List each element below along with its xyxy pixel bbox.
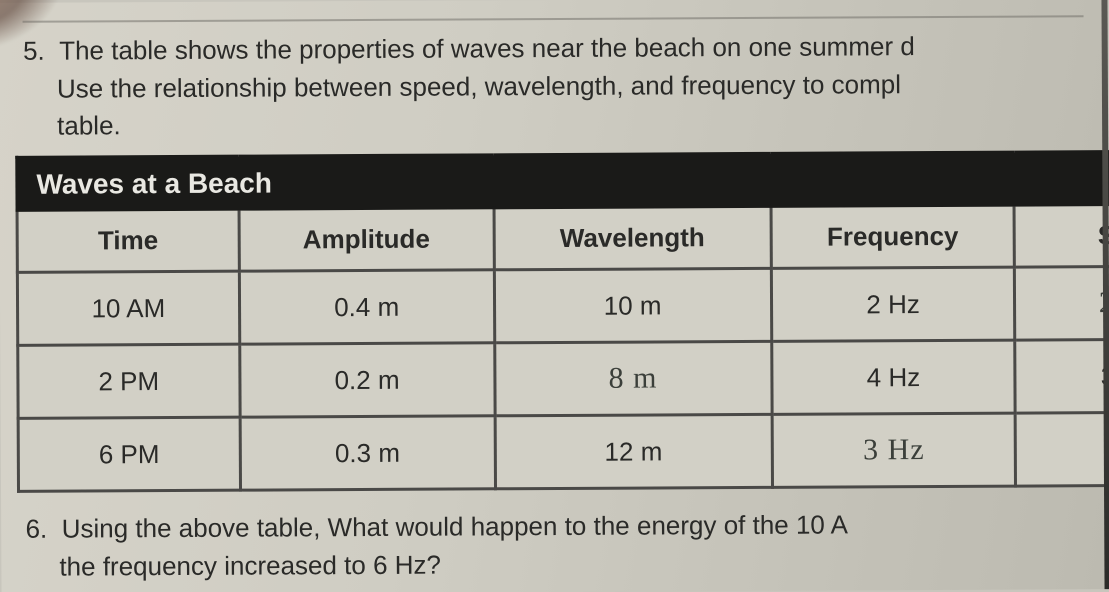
cell-time: 2 PM [18, 344, 240, 418]
question-5-line3: table. [55, 103, 1084, 146]
cell-wavelength: 8 m [494, 341, 771, 415]
col-wavelength: Wavelength [494, 206, 771, 269]
question-5: 5. The table shows the properties of wav… [0, 27, 1108, 146]
cell-frequency: 4 Hz [771, 340, 1015, 414]
waves-table-wrap: Waves at a Beach Time Amplitude Waveleng… [15, 150, 1109, 493]
cell-time: 6 PM [18, 417, 240, 491]
worksheet-page: 5. The table shows the properties of wav… [0, 0, 1109, 592]
table-column-row: Time Amplitude Wavelength Frequency Sp [17, 204, 1109, 272]
col-frequency: Frequency [771, 205, 1015, 268]
table-title-row: Waves at a Beach [17, 151, 1109, 210]
col-speed: Sp [1014, 204, 1109, 267]
cell-speed: 32 [1015, 339, 1109, 413]
cell-frequency-text: 4 Hz [867, 362, 921, 392]
table-row: 6 PM 0.3 m 12 m 3 Hz 3 [18, 412, 1109, 491]
table-row: 2 PM 0.2 m 8 m 4 Hz 32 [18, 339, 1109, 418]
cell-wavelength: 12 m [495, 414, 772, 488]
question-5-line1: The table shows the properties of waves … [59, 31, 915, 65]
question-6-line1: Using the above table, What would happen… [62, 510, 848, 544]
cell-wavelength: 10 m [494, 268, 771, 342]
cell-wavelength-text: 8 m [609, 362, 658, 395]
page-right-edge [1101, 0, 1109, 589]
cell-speed: 3 [1016, 412, 1109, 486]
cell-time: 10 AM [17, 271, 239, 345]
top-rule-line [23, 15, 1084, 23]
cell-speed: 20 [1015, 266, 1109, 340]
table-title: Waves at a Beach [17, 151, 1109, 210]
cell-wavelength-text: 10 m [604, 290, 662, 320]
question-6-number: 6. [17, 514, 57, 545]
cell-frequency: 2 Hz [771, 267, 1015, 341]
question-5-line2: Use the relationship between speed, wave… [55, 65, 1084, 108]
question-6: 6. Using the above table, What would hap… [1, 505, 1109, 586]
cell-amplitude: 0.4 m [239, 270, 494, 344]
col-time: Time [17, 209, 239, 272]
cell-wavelength-text: 12 m [604, 436, 662, 466]
table-body: 10 AM 0.4 m 10 m 2 Hz 20 2 PM 0.2 m 8 m … [17, 266, 1109, 491]
cell-frequency: 3 Hz [772, 413, 1016, 487]
cell-amplitude: 0.2 m [239, 343, 494, 417]
waves-table: Waves at a Beach Time Amplitude Waveleng… [15, 150, 1109, 493]
table-row: 10 AM 0.4 m 10 m 2 Hz 20 [17, 266, 1109, 345]
cell-frequency-text: 2 Hz [866, 289, 920, 319]
cell-amplitude: 0.3 m [240, 416, 495, 490]
question-6-line2: the frequency increased to 6 Hz? [57, 543, 1086, 586]
cell-frequency-text: 3 Hz [863, 433, 925, 466]
col-amplitude: Amplitude [239, 208, 494, 271]
